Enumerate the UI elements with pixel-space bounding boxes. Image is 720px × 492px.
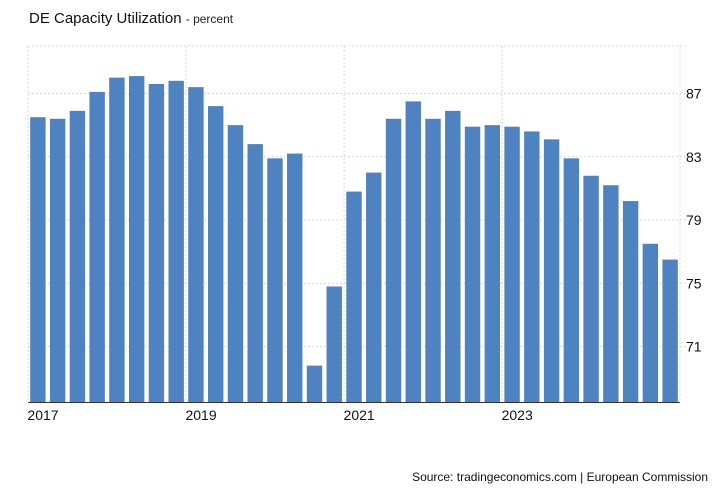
x-tick-label: 2019: [185, 407, 216, 423]
bar: [543, 139, 560, 402]
bar: [247, 144, 263, 402]
chart-title-text: DE Capacity Utilization: [29, 10, 182, 27]
bar: [504, 126, 520, 403]
chart-title: DE Capacity Utilization - percent: [29, 10, 233, 27]
bar: [267, 158, 283, 402]
bar: [69, 110, 86, 403]
bar: [603, 185, 619, 402]
bar: [524, 131, 540, 402]
bar: [464, 126, 481, 403]
y-tick-label: 83: [686, 149, 702, 165]
x-tick-label: 2023: [502, 407, 533, 423]
bar: [168, 80, 184, 402]
bar: [445, 110, 461, 403]
bar: [425, 118, 441, 402]
bar: [662, 259, 678, 402]
x-tick-label: 2017: [27, 407, 58, 423]
bar: [326, 286, 342, 402]
y-tick-label: 87: [686, 85, 702, 101]
y-tick-label: 75: [686, 275, 702, 291]
bar: [366, 172, 382, 402]
axes: 71 75 79 83 87 2017 2019 2021 2023: [27, 85, 701, 423]
bar: [89, 91, 105, 402]
bar: [227, 125, 244, 402]
bar: [622, 201, 639, 402]
bar: [346, 191, 362, 402]
bar: [128, 76, 145, 402]
x-tick-label: 2021: [344, 407, 375, 423]
bar: [207, 106, 224, 402]
bar: [30, 117, 46, 402]
source-note: Source: tradingeconomics.com | European …: [412, 470, 708, 484]
bar: [49, 118, 66, 402]
bar: [583, 175, 599, 402]
bar: [484, 125, 501, 402]
bar: [109, 77, 125, 403]
bars: [30, 76, 678, 403]
y-tick-label: 71: [686, 339, 702, 355]
bar: [148, 83, 165, 403]
y-tick-label: 79: [686, 212, 702, 228]
bar: [642, 243, 659, 402]
bar: [563, 158, 580, 402]
chart-unit: - percent: [185, 12, 234, 26]
bar: [306, 365, 323, 402]
bar: [385, 118, 402, 402]
bar: [287, 153, 303, 402]
bar: [188, 87, 204, 402]
bar: [405, 101, 421, 402]
